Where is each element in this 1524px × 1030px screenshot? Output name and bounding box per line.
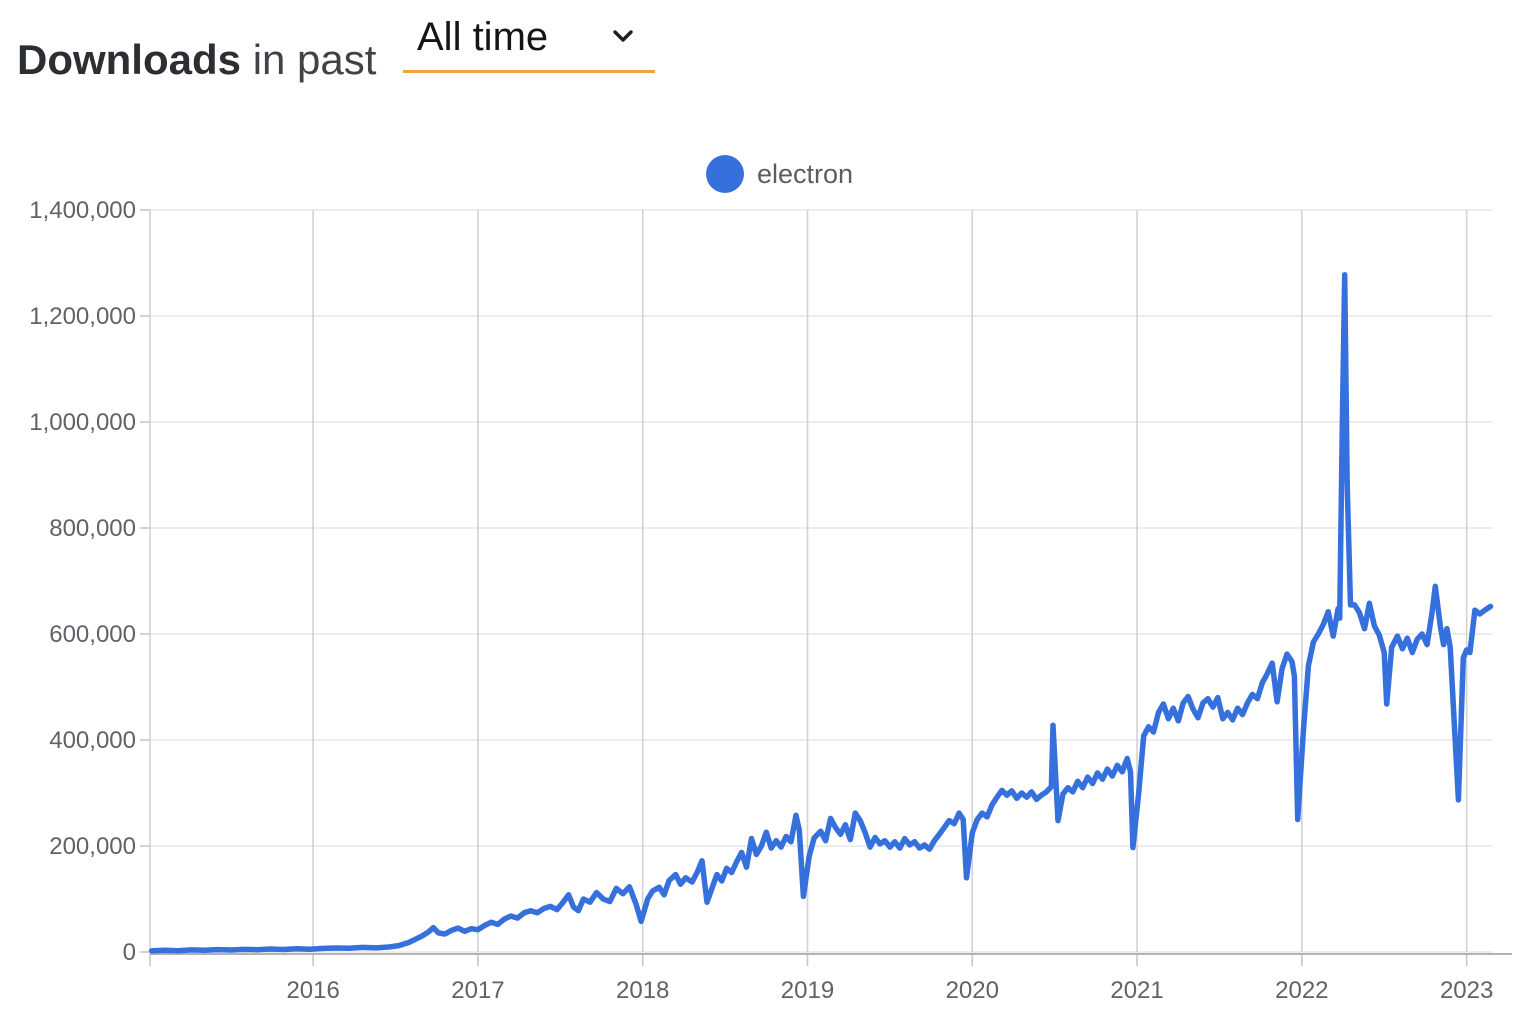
x-axis-label: 2021: [1110, 977, 1163, 1004]
chevron-down-icon: [613, 30, 633, 42]
x-axis-label: 2022: [1275, 977, 1328, 1004]
page-title-downloads: Downloads: [17, 36, 242, 84]
range-selector-value: All time: [417, 14, 549, 59]
x-axis-label: 2023: [1440, 977, 1493, 1004]
y-axis-label: 400,000: [49, 727, 136, 754]
range-selector[interactable]: All time: [403, 4, 655, 73]
y-axis-label: 800,000: [49, 515, 136, 542]
x-axis-label: 2017: [451, 977, 504, 1004]
page-title-in-past: in past: [252, 36, 377, 84]
y-axis-label: 0: [123, 939, 136, 966]
x-axis-label: 2019: [781, 977, 834, 1004]
series-line-electron[interactable]: [148, 271, 1494, 954]
legend-swatch-icon: [706, 155, 744, 193]
y-axis-label: 1,000,000: [29, 409, 136, 436]
legend-item-electron[interactable]: electron: [706, 155, 853, 193]
legend-label: electron: [757, 158, 854, 189]
x-axis-label: 2016: [286, 977, 339, 1004]
x-axis-label: 2020: [946, 977, 999, 1004]
y-axis-label: 600,000: [49, 621, 136, 648]
x-axis-label: 2018: [616, 977, 669, 1004]
y-axis-label: 1,400,000: [29, 197, 136, 224]
page-title: Downloads in past: [17, 36, 376, 84]
y-axis-label: 1,200,000: [29, 303, 136, 330]
y-axis-label: 200,000: [49, 833, 136, 860]
